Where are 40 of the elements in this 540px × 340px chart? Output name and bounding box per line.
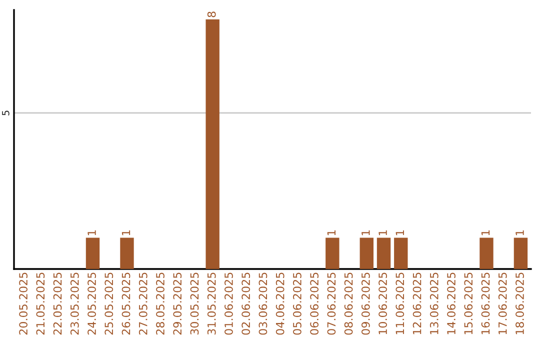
- x-tick-label: 04.06.2025: [276, 272, 284, 335]
- data-label: 1: [362, 230, 370, 236]
- x-tick-label: 02.06.2025: [242, 272, 250, 335]
- data-label: 1: [378, 230, 387, 236]
- x-tick-label: 27.05.2025: [138, 272, 148, 335]
- x-tick-label: 18.06.2025: [516, 272, 524, 334]
- x-tick-label: 21.05.2025: [36, 272, 45, 335]
- x-tick-label: 26.05.2025: [122, 272, 130, 335]
- x-tick-label: 08.06.2025: [344, 272, 353, 335]
- x-tick-label: 09.06.2025: [361, 272, 370, 335]
- data-label: 1: [516, 230, 524, 236]
- x-tick-label: 06.06.2025: [310, 272, 319, 335]
- data-label: 1: [88, 230, 96, 236]
- x-tick-label: 11.06.2025: [396, 272, 404, 334]
- x-tick-label: 31.05.2025: [207, 272, 216, 335]
- x-tick-label: 17.06.2025: [498, 272, 507, 334]
- x-tick-label: 30.05.2025: [190, 272, 199, 335]
- data-label: 1: [327, 230, 336, 236]
- x-tick-label: 24.05.2025: [88, 272, 96, 335]
- data-label: 1: [396, 230, 404, 236]
- x-tick-label: 28.05.2025: [156, 272, 164, 335]
- x-tick-label: 07.06.2025: [327, 272, 336, 335]
- x-tick-label: 25.05.2025: [104, 272, 114, 335]
- x-tick-label: 13.06.2025: [430, 272, 438, 334]
- y-tick-label: 5: [2, 110, 10, 116]
- data-label: 1: [481, 230, 490, 236]
- x-tick-label: 29.05.2025: [173, 272, 182, 335]
- x-tick-label: 15.06.2025: [464, 272, 473, 334]
- data-label: 1: [122, 230, 130, 236]
- x-tick-label: 14.06.2025: [447, 272, 456, 334]
- x-tick-label: 20.05.2025: [19, 272, 28, 335]
- x-tick-label: 01.06.2025: [224, 272, 233, 335]
- x-tick-label: 05.06.2025: [293, 272, 302, 335]
- x-tick-label: 23.05.2025: [70, 272, 79, 335]
- x-tick-label: 12.06.2025: [412, 272, 422, 334]
- x-tick-label: 03.06.2025: [258, 272, 268, 335]
- data-label: 8: [207, 12, 216, 18]
- x-tick-label: 10.06.2025: [378, 272, 387, 334]
- x-tick-label: 16.06.2025: [481, 272, 490, 334]
- x-tick-label: 22.05.2025: [53, 272, 62, 335]
